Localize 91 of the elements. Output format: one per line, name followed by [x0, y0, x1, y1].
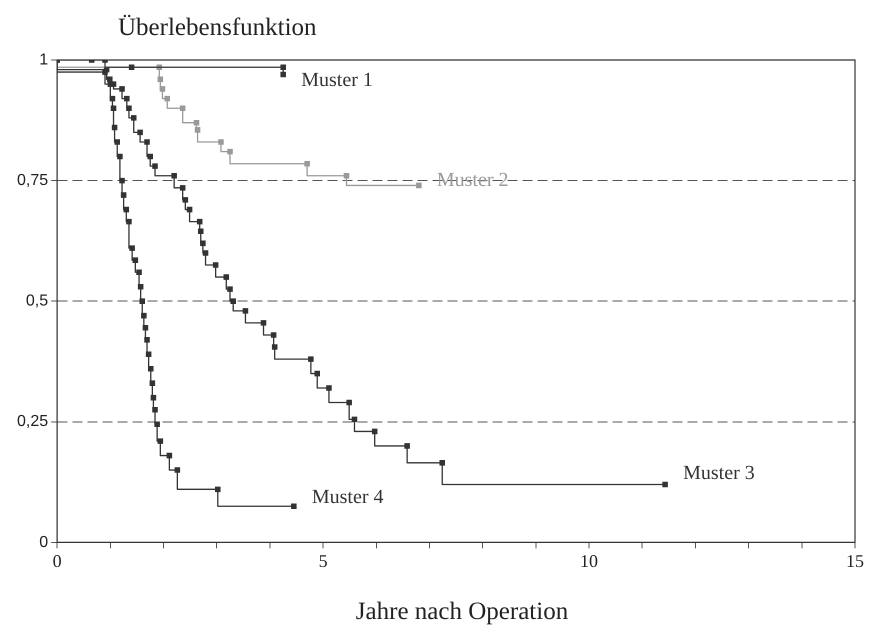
point — [198, 228, 204, 234]
point — [124, 206, 130, 212]
point — [110, 81, 116, 87]
y-axis-title: Überlebensfunktion — [118, 14, 317, 42]
point — [352, 416, 358, 422]
point — [224, 274, 230, 280]
series-label: Muster 4 — [312, 486, 384, 508]
point — [280, 64, 286, 70]
point — [186, 206, 192, 212]
point — [126, 105, 132, 112]
series-label: Muster 3 — [683, 462, 755, 484]
point — [270, 332, 276, 338]
point — [107, 76, 113, 82]
point — [200, 240, 206, 246]
point — [150, 380, 156, 386]
point — [230, 298, 236, 304]
point — [154, 421, 160, 427]
point — [110, 105, 116, 112]
point — [166, 452, 172, 458]
point — [194, 127, 200, 133]
point — [280, 72, 286, 78]
point — [132, 257, 138, 263]
point — [344, 173, 350, 179]
point — [164, 96, 170, 102]
x-tick-label: 0 — [52, 550, 62, 571]
point — [158, 76, 164, 82]
point — [112, 124, 118, 130]
x-tick-label: 10 — [580, 550, 598, 571]
point — [124, 96, 130, 102]
point — [158, 438, 164, 444]
point — [160, 86, 166, 92]
point — [152, 406, 158, 413]
point — [180, 185, 186, 191]
point — [144, 337, 150, 343]
point — [308, 356, 314, 362]
x-tick-label: 5 — [318, 550, 328, 571]
y-tick-label: 1 — [39, 51, 48, 68]
point — [117, 154, 123, 160]
y-tick-label: 0,5 — [26, 292, 48, 310]
point — [662, 482, 668, 488]
point — [120, 192, 126, 198]
point — [304, 160, 310, 166]
point — [119, 86, 125, 92]
point — [272, 344, 278, 350]
y-tick-label: 0,25 — [17, 413, 48, 430]
point — [146, 351, 152, 358]
point — [128, 64, 134, 70]
point — [137, 130, 143, 136]
point — [136, 269, 142, 276]
point — [126, 218, 132, 224]
point — [260, 320, 266, 326]
point — [174, 467, 180, 473]
x-axis-title: Jahre nach Operation — [354, 598, 570, 626]
point — [196, 218, 202, 224]
point — [372, 428, 378, 434]
point — [202, 250, 208, 256]
point — [142, 324, 148, 331]
point — [404, 443, 410, 449]
point — [218, 139, 224, 145]
series-label: Muster 1 — [301, 69, 373, 92]
point — [147, 154, 153, 160]
y-tick-label: 0,75 — [17, 172, 48, 190]
y-tick-label: 0 — [39, 534, 48, 551]
point — [110, 96, 116, 102]
point — [148, 366, 154, 372]
point — [139, 298, 146, 304]
point — [141, 312, 147, 318]
point — [439, 460, 446, 466]
point — [182, 197, 188, 203]
x-tick-label: 15 — [846, 550, 864, 571]
point — [150, 394, 156, 400]
point — [144, 139, 150, 145]
point — [194, 120, 200, 126]
point — [242, 308, 248, 314]
point — [326, 385, 332, 391]
point — [227, 286, 233, 292]
point — [130, 115, 137, 121]
point — [215, 486, 221, 492]
point — [171, 173, 177, 179]
point — [138, 284, 144, 290]
point — [314, 370, 320, 376]
point — [212, 262, 218, 268]
point — [227, 148, 233, 154]
point — [119, 178, 125, 184]
point — [346, 400, 352, 406]
point — [152, 163, 158, 169]
point — [180, 105, 186, 112]
point — [114, 139, 120, 145]
point — [416, 182, 422, 188]
point — [291, 503, 297, 509]
point — [129, 245, 135, 251]
